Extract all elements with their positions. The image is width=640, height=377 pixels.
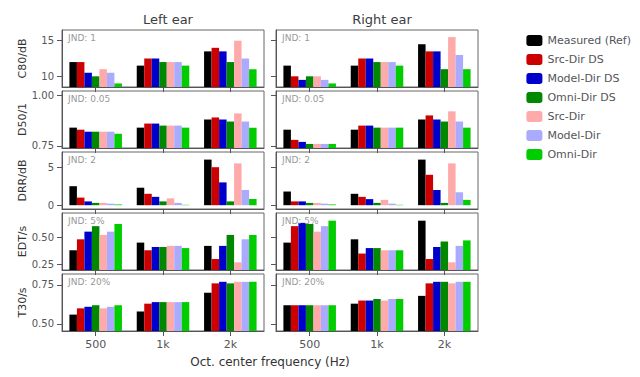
svg-text:2k: 2k [224, 338, 238, 351]
svg-text:Oct. center frequency (Hz): Oct. center frequency (Hz) [190, 355, 350, 369]
svg-text:Src-Dir DS: Src-Dir DS [547, 53, 603, 66]
svg-text:0.75: 0.75 [32, 279, 54, 290]
svg-text:1.00: 1.00 [32, 90, 54, 101]
svg-text:D50/1: D50/1 [16, 103, 29, 136]
svg-text:Left ear: Left ear [143, 12, 194, 27]
svg-text:Right ear: Right ear [352, 12, 412, 27]
svg-text:JND: 1: JND: 1 [281, 33, 310, 43]
svg-text:0: 0 [48, 200, 54, 211]
svg-text:JND: 0.05: JND: 0.05 [281, 94, 324, 104]
svg-text:JND: 2: JND: 2 [281, 155, 310, 165]
svg-text:JND: 5%: JND: 5% [281, 216, 319, 226]
svg-text:DRR/dB: DRR/dB [16, 160, 29, 202]
svg-text:0.75: 0.75 [32, 140, 54, 151]
svg-text:0.50: 0.50 [32, 232, 54, 243]
svg-text:1k: 1k [156, 338, 170, 351]
svg-text:Omni-Dir: Omni-Dir [547, 148, 597, 161]
svg-text:1k: 1k [370, 338, 384, 351]
svg-text:JND: 20%: JND: 20% [67, 277, 111, 287]
svg-text:JND: 0.05: JND: 0.05 [67, 94, 110, 104]
svg-text:JND: 2: JND: 2 [67, 155, 96, 165]
svg-text:10: 10 [41, 71, 54, 82]
svg-text:2k: 2k [438, 338, 452, 351]
svg-text:Omni-Dir DS: Omni-Dir DS [547, 91, 615, 104]
svg-text:Measured (Ref): Measured (Ref) [547, 34, 631, 47]
svg-text:Src-Dir: Src-Dir [547, 110, 585, 123]
svg-text:500: 500 [299, 338, 320, 351]
svg-text:C80/dB: C80/dB [16, 39, 29, 79]
svg-text:JND: 20%: JND: 20% [281, 277, 325, 287]
svg-text:EDT/s: EDT/s [16, 225, 29, 257]
svg-text:0.50: 0.50 [32, 318, 54, 329]
svg-text:Model-Dir: Model-Dir [547, 129, 601, 142]
svg-text:JND: 1: JND: 1 [67, 33, 96, 43]
svg-text:Model-Dir DS: Model-Dir DS [547, 72, 619, 85]
svg-text:0.25: 0.25 [32, 259, 54, 270]
svg-text:500: 500 [85, 338, 106, 351]
svg-text:T30/s: T30/s [16, 287, 29, 318]
svg-text:5: 5 [48, 162, 54, 173]
svg-text:JND: 5%: JND: 5% [67, 216, 105, 226]
svg-text:15: 15 [41, 35, 54, 46]
